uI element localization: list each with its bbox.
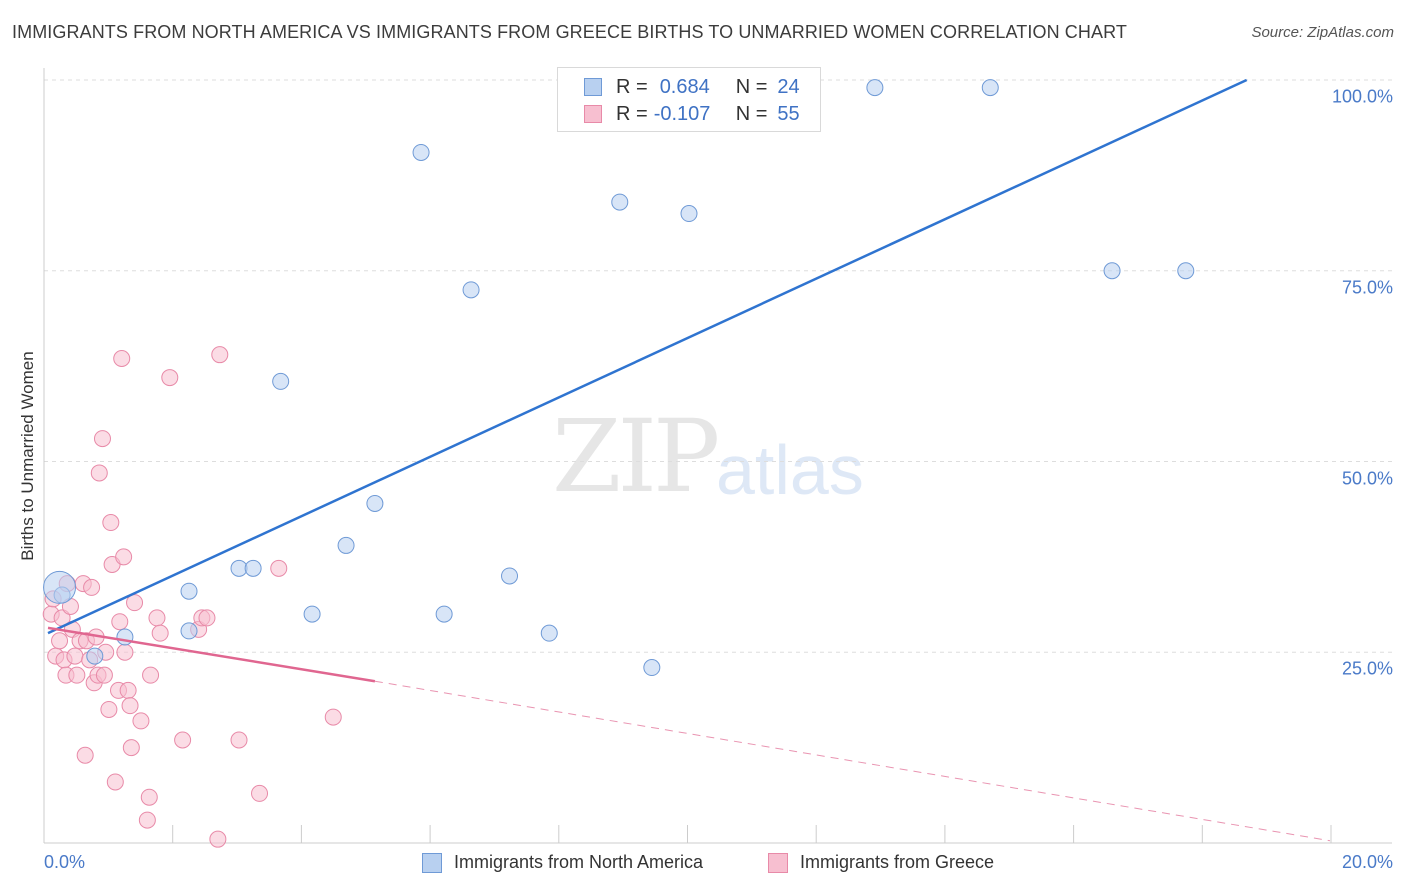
point-greece <box>126 594 144 612</box>
r-value: -0.107 <box>653 102 711 125</box>
pink-swatch-icon <box>584 105 602 123</box>
point-greece <box>174 731 192 749</box>
point-greece <box>209 830 227 848</box>
point-north-america <box>435 605 453 623</box>
blue-swatch-icon <box>584 78 602 96</box>
point-north-america <box>180 582 198 600</box>
legend-row-greece: R = -0.107 N = 55 <box>584 102 800 126</box>
point-north-america <box>412 143 430 161</box>
watermark-atlas: atlas <box>716 431 864 509</box>
r-label: R = <box>616 102 648 125</box>
point-greece <box>106 773 124 791</box>
x-tick-label-max: 20.0% <box>1341 852 1393 872</box>
point-greece <box>270 559 288 577</box>
legend-row-north-america: R = 0.684 N = 24 <box>584 75 800 99</box>
point-north-america <box>244 559 262 577</box>
point-greece <box>76 746 94 764</box>
point-north-america <box>272 372 290 390</box>
legend-label: Immigrants from Greece <box>800 852 995 872</box>
point-greece <box>122 739 140 757</box>
n-label: N = <box>735 75 768 98</box>
point-greece <box>121 697 139 715</box>
point-greece <box>251 784 269 802</box>
point-greece <box>68 666 86 684</box>
point-greece <box>95 666 113 684</box>
point-north-america <box>1177 262 1195 280</box>
y-tick-label: 50.0% <box>1341 468 1393 488</box>
point-north-america <box>366 494 384 512</box>
legend-item-greece: Immigrants from Greece <box>768 852 994 873</box>
point-greece <box>161 369 179 387</box>
point-greece <box>102 514 120 532</box>
point-greece <box>93 430 111 448</box>
point-greece <box>138 811 156 829</box>
trend-line-greece <box>374 680 1331 842</box>
point-north-america <box>1103 262 1121 280</box>
point-greece <box>115 548 133 566</box>
source-credit: Source: ZipAtlas.com <box>1251 24 1394 41</box>
point-greece <box>119 681 137 699</box>
point-north-america <box>86 647 104 665</box>
point-north-america <box>462 281 480 299</box>
point-greece <box>151 624 169 642</box>
legend-item-north-america: Immigrants from North America <box>422 852 703 873</box>
point-greece <box>83 578 101 596</box>
point-greece <box>198 609 216 627</box>
point-north-america <box>230 559 248 577</box>
point-greece <box>142 666 160 684</box>
correlation-legend: R = 0.684 N = 24 R = -0.107 N = 55 <box>557 67 821 132</box>
n-label: N = <box>735 102 768 125</box>
point-greece <box>148 609 166 627</box>
point-greece <box>140 788 158 806</box>
point-north-america <box>501 567 519 585</box>
y-tick-label: 100.0% <box>1331 86 1393 107</box>
x-tick-label-min: 0.0% <box>44 852 86 872</box>
point-north-america <box>866 79 884 97</box>
point-north-america <box>540 624 558 642</box>
point-north-america-large <box>43 570 77 604</box>
point-greece <box>132 712 150 730</box>
point-north-america <box>611 193 629 211</box>
point-north-america <box>180 622 198 640</box>
n-value: 24 <box>777 75 800 98</box>
n-value: 55 <box>777 102 800 125</box>
y-tick-label: 75.0% <box>1341 277 1393 298</box>
watermark-zip: ZIP <box>552 398 720 515</box>
point-north-america <box>643 659 661 677</box>
point-north-america <box>116 628 134 646</box>
y-axis-label: Births to Unmarried Women <box>18 351 37 561</box>
point-greece <box>100 700 118 718</box>
point-greece <box>51 632 69 650</box>
point-greece <box>111 613 129 631</box>
point-north-america <box>303 605 321 623</box>
r-label: R = <box>616 75 648 98</box>
trend-line-greece <box>47 626 376 683</box>
blue-swatch-icon <box>422 852 442 873</box>
trend-line-north-america <box>47 78 1248 635</box>
r-value: 0.684 <box>659 75 710 98</box>
point-north-america <box>680 205 698 223</box>
y-tick-label: 25.0% <box>1341 658 1393 679</box>
point-greece <box>116 643 134 661</box>
point-north-america <box>337 536 355 554</box>
point-greece <box>66 647 84 665</box>
point-greece <box>90 464 108 482</box>
point-greece <box>230 731 248 749</box>
legend-label: Immigrants from North America <box>454 852 704 872</box>
point-greece <box>113 349 131 367</box>
point-north-america <box>981 79 999 97</box>
pink-swatch-icon <box>768 852 788 873</box>
point-greece <box>324 708 342 726</box>
chart-title: IMMIGRANTS FROM NORTH AMERICA VS IMMIGRA… <box>12 22 1127 42</box>
point-greece <box>211 346 229 364</box>
